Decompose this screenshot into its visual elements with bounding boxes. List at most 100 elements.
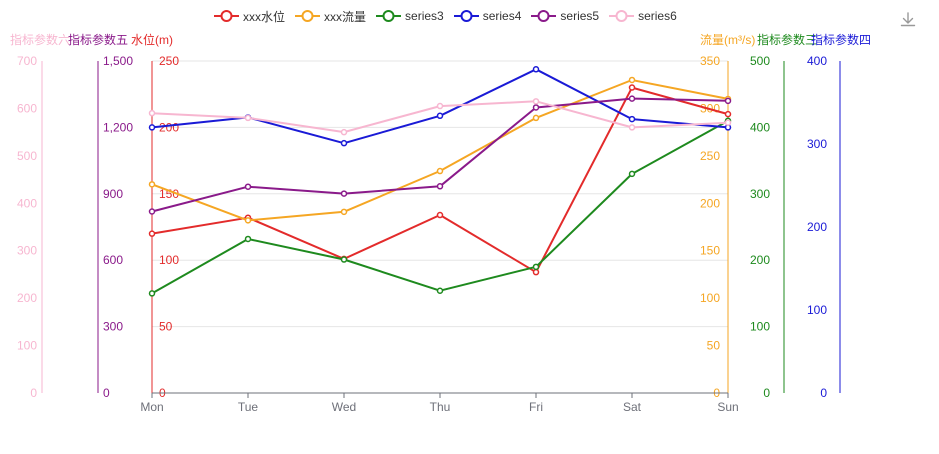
series-line-series3 — [151, 119, 729, 295]
y-tick-label-flow: 100 — [700, 291, 720, 305]
data-point-xxx水位 — [724, 110, 732, 118]
data-point-xxx水位 — [628, 84, 636, 91]
legend-item-xxx流量[interactable]: xxx流量 — [295, 8, 366, 25]
y-tick-label-s6: 0 — [30, 386, 37, 400]
axis-title-series3: 指标参数三 — [757, 33, 818, 47]
y-tick-label-s3: 300 — [750, 187, 770, 201]
data-point-series6 — [244, 114, 252, 122]
y-tick-label-flow: 250 — [700, 149, 720, 163]
data-point-series5 — [340, 190, 348, 197]
axis-title-water-level: 水位(m) — [131, 33, 173, 47]
data-point-series5 — [532, 104, 540, 111]
y-tick-label-s6: 300 — [17, 244, 37, 258]
data-point-series6 — [148, 109, 156, 117]
data-point-series3 — [532, 263, 540, 271]
legend-item-series3[interactable]: series3 — [376, 9, 444, 23]
data-point-series4 — [532, 66, 540, 73]
legend-marker-icon — [453, 10, 479, 22]
y-tick-label-s6: 600 — [17, 101, 37, 115]
y-tick-label-s6: 700 — [17, 54, 37, 68]
data-point-series6 — [532, 98, 540, 105]
y-tick-label-s5: 600 — [103, 253, 123, 267]
y-tick-label-s3: 400 — [750, 120, 770, 134]
legend-item-series4[interactable]: series4 — [453, 9, 522, 23]
data-point-series3 — [244, 235, 252, 243]
data-point-xxx水位 — [148, 230, 156, 237]
data-point-xxx流量 — [628, 76, 636, 84]
data-point-series6 — [340, 128, 348, 136]
legend-marker-icon — [295, 10, 321, 22]
y-tick-label-water: 50 — [159, 320, 173, 334]
axis-title-series4: 指标参数四 — [811, 33, 872, 47]
legend-label: xxx流量 — [324, 9, 367, 24]
data-point-series5 — [436, 183, 444, 190]
x-tick-label: Thu — [430, 400, 451, 414]
y-tick-label-flow: 150 — [700, 244, 720, 258]
y-tick-label-s4: 400 — [807, 54, 827, 68]
data-point-xxx水位 — [532, 268, 540, 276]
data-point-series6 — [628, 124, 636, 131]
y-tick-label-s5: 1,200 — [103, 120, 133, 134]
y-tick-label-s4: 200 — [807, 220, 827, 234]
x-tick-label: Sun — [717, 400, 738, 414]
legend-label: series5 — [560, 9, 600, 23]
y-tick-label-s3: 0 — [763, 386, 770, 400]
y-tick-label-s3: 200 — [750, 253, 770, 267]
series-line-xxx流量 — [151, 79, 729, 222]
y-tick-label-s5: 1,500 — [103, 54, 133, 68]
chart-legend: xxx水位 xxx流量 series3 series4 series5 series6 — [214, 7, 687, 25]
data-point-xxx流量 — [340, 208, 348, 216]
y-tick-label-s4: 100 — [807, 303, 827, 317]
legend-item-series5[interactable]: series5 — [531, 9, 599, 23]
y-tick-label-s5: 900 — [103, 187, 123, 201]
data-point-series4 — [340, 139, 348, 147]
x-tick-label: Tue — [238, 400, 259, 414]
data-point-series3 — [340, 256, 348, 263]
download-icon[interactable] — [898, 10, 918, 30]
y-tick-label-flow: 200 — [700, 196, 720, 210]
data-point-series4 — [628, 115, 636, 123]
legend-marker-icon — [609, 10, 635, 22]
data-point-xxx流量 — [244, 217, 252, 224]
y-tick-label-water: 200 — [159, 120, 179, 134]
data-point-xxx流量 — [532, 114, 540, 122]
y-tick-label-s4: 0 — [820, 386, 827, 400]
data-point-series4 — [436, 112, 444, 120]
data-point-series5 — [148, 208, 156, 215]
data-point-series5 — [724, 97, 732, 105]
legend-label: xxx水位 — [243, 9, 286, 24]
y-tick-label-water: 100 — [159, 253, 179, 267]
y-tick-label-s4: 300 — [807, 137, 827, 151]
y-tick-label-flow: 350 — [700, 54, 720, 68]
legend-label: series6 — [638, 9, 677, 23]
x-tick-label: Fri — [529, 400, 543, 414]
axis-title-flow: 流量(m³/s) — [700, 33, 756, 47]
y-tick-label-s6: 500 — [17, 149, 37, 163]
data-point-series4 — [148, 124, 156, 131]
legend-item-xxx水位[interactable]: xxx水位 — [214, 8, 285, 25]
y-tick-label-water: 250 — [159, 54, 179, 68]
legend-item-series6[interactable]: series6 — [609, 9, 677, 23]
data-point-xxx水位 — [436, 211, 444, 219]
legend-label: series4 — [482, 9, 522, 23]
y-tick-label-s5: 300 — [103, 320, 123, 334]
x-tick-label: Mon — [140, 400, 163, 414]
y-tick-label-flow: 50 — [707, 339, 721, 353]
y-tick-label-water: 150 — [159, 187, 179, 201]
data-point-series3 — [436, 287, 444, 294]
data-point-series6 — [724, 119, 732, 126]
y-tick-label-s3: 500 — [750, 54, 770, 68]
data-point-series3 — [628, 170, 636, 178]
data-point-xxx流量 — [436, 167, 444, 175]
download-icon-glyph — [900, 12, 916, 27]
legend-marker-icon — [531, 10, 557, 22]
y-tick-label-s6: 200 — [17, 291, 37, 305]
axis-title-series5: 指标参数五 — [68, 33, 129, 47]
y-tick-label-s3: 100 — [750, 320, 770, 334]
data-point-series3 — [148, 290, 156, 297]
data-point-series6 — [436, 102, 444, 110]
legend-marker-icon — [214, 10, 239, 22]
x-tick-label: Wed — [332, 400, 356, 414]
